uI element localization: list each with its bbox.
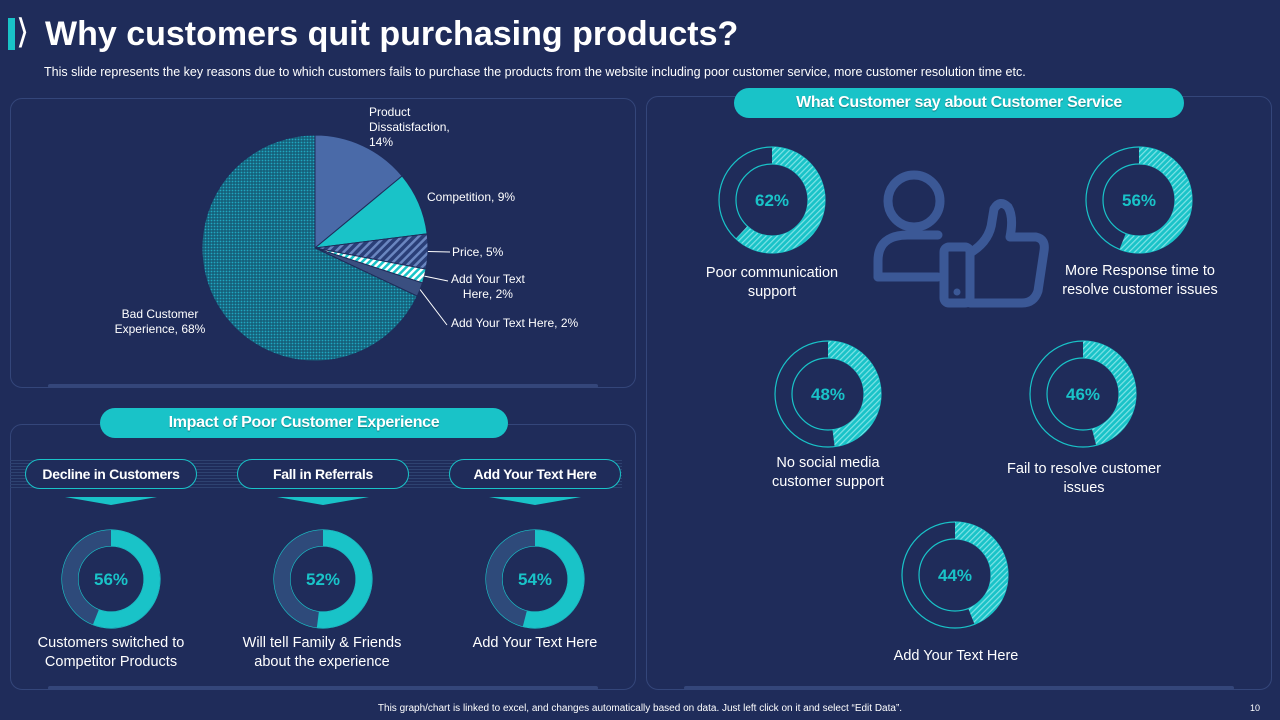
service-donut-3-value-arc [828,341,881,447]
pie-label-bad-customer-experience: Bad Customer Experience, 68% [114,307,206,336]
page-subtitle: This slide represents the key reasons du… [44,65,1026,79]
page-number: 10 [1249,703,1260,713]
service-caption-4: Fail to resolve customer issues [1007,461,1161,496]
impact-caption-2: Will tell Family & Friends about the exp… [242,635,402,670]
impact-donut-1-value-label: 56% [94,570,128,589]
service-caption-1: Poor communication support [705,265,839,300]
pie-label-product-dissatisfaction: Product Dissatisfaction, 14% [369,105,450,149]
service-donut-1-value-arc [735,147,825,253]
impact-donut-2-value-label: 52% [306,570,340,589]
pie-label-text-2: Add Your Text Here, 2% [451,316,579,330]
pie-leader-line [424,275,449,282]
service-donut-4[interactable]: 46% [1029,340,1137,448]
impact-donut-2-value-arc [316,530,372,628]
impact-panel-underline [48,686,598,690]
impact-arrow-1 [65,497,157,505]
impact-caption-3: Add Your Text Here [472,635,598,651]
impact-arrow-2 [277,497,369,505]
impact-heading-3: Add Your Text Here [449,459,621,489]
pie-leader-line [419,289,448,326]
chevron-right-icon: ⟩ [16,12,30,52]
impact-donut-3[interactable]: 54% [485,529,585,629]
service-donut-4-value-label: 46% [1066,385,1100,404]
pie-label-text-1: Add Your Text Here, 2% [451,272,525,301]
impact-header: Impact of Poor Customer Experience [100,408,508,438]
service-donut-2[interactable]: 56% [1085,146,1193,254]
service-donut-5[interactable]: 44% [901,521,1009,629]
customer-service-panel [646,96,1272,690]
service-caption-5: Add Your Text Here [893,648,1019,664]
pie-panel-underline [48,384,598,388]
impact-donut-3-value-label: 54% [518,570,552,589]
footer-note: This graph/chart is linked to excel, and… [377,703,903,714]
pie-label-competition: Competition, 9% [427,190,516,204]
title-accent-bar [8,18,15,50]
page-title: Why customers quit purchasing products? [45,15,739,53]
impact-arrow-3 [489,497,581,505]
impact-donut-1[interactable]: 56% [61,529,161,629]
impact-heading-2: Fall in Referrals [237,459,409,489]
service-donut-2-value-arc [1119,147,1192,253]
impact-donut-2[interactable]: 52% [273,529,373,629]
impact-donut-3-value-arc [522,530,585,628]
service-donut-5-value-arc [955,522,1008,625]
pie-slice-product-dissatisfaction[interactable] [314,134,403,250]
customer-service-header: What Customer say about Customer Service [734,88,1184,118]
service-donut-1[interactable]: 62% [718,146,826,254]
service-caption-3: No social media customer support [771,455,885,490]
service-donut-3-value-label: 48% [811,385,845,404]
service-donut-4-value-arc [1083,341,1136,446]
service-panel-underline [684,686,1234,690]
service-donut-3[interactable]: 48% [774,340,882,448]
service-donut-1-value-label: 62% [755,191,789,210]
pie-label-price: Price, 5% [452,245,504,259]
impact-heading-1: Decline in Customers [25,459,197,489]
user-thumbs-up-icon [873,170,1049,308]
pie-slice-bad-customer-experience[interactable] [201,134,418,362]
service-donut-2-value-label: 56% [1122,191,1156,210]
impact-donut-1-value-arc [92,530,161,628]
impact-caption-1: Customers switched to Competitor Product… [37,635,185,670]
service-donut-5-value-label: 44% [938,566,972,585]
service-caption-2: More Response time to resolve customer i… [1062,263,1218,298]
